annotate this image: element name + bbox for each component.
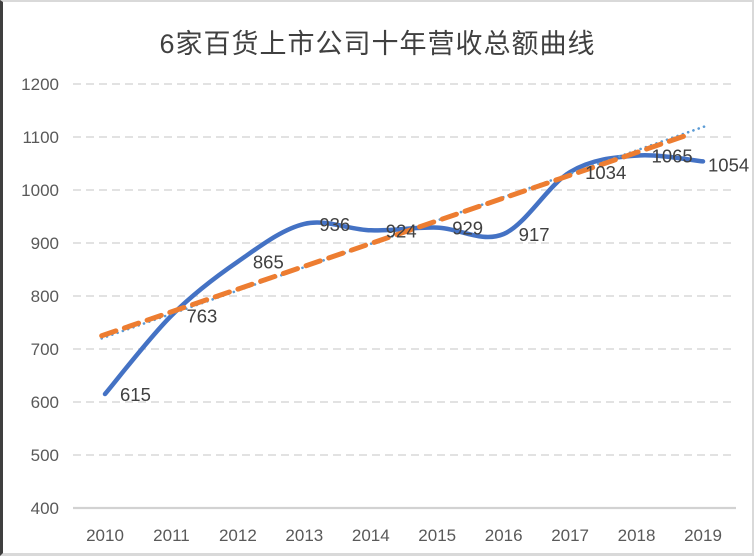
x-tick-label: 2018 [618,526,656,545]
trend-dashed-line [99,132,689,339]
x-tick-label: 2016 [485,526,523,545]
x-tick-label: 2011 [153,526,190,545]
y-tick-label: 1000 [21,181,59,200]
data-label: 763 [186,306,217,327]
revenue-line [102,153,706,397]
data-label: 917 [519,224,550,245]
y-tick-label: 400 [31,499,59,518]
data-label: 615 [120,384,151,405]
x-tick-label: 2014 [352,526,390,545]
x-tick-label: 2012 [219,526,257,545]
x-tick-label: 2019 [684,526,722,545]
y-tick-label: 1200 [21,75,59,94]
y-tick-label: 500 [31,446,59,465]
y-tick-label: 700 [31,340,59,359]
data-label: 924 [386,220,417,241]
y-tick-label: 900 [31,234,59,253]
data-label: 1054 [708,154,749,175]
data-label: 936 [319,214,350,235]
y-tick-label: 600 [31,393,59,412]
data-label: 929 [452,218,483,239]
x-tick-label: 2015 [418,526,456,545]
chart-title: 6家百货上市公司十年营收总额曲线 [159,29,596,59]
x-tick-label: 2017 [551,526,589,545]
y-tick-label: 800 [31,287,59,306]
y-tick-label: 1100 [22,128,59,147]
chart-canvas: 400 500 600 700 800 900 1000 1100 1200 2010 2011 20… [21,75,749,545]
data-label: 1034 [585,162,626,183]
data-label: 865 [253,252,284,273]
x-tick-label: 2013 [285,526,323,545]
x-tick-label: 2010 [86,526,124,545]
data-label: 1065 [652,146,693,167]
